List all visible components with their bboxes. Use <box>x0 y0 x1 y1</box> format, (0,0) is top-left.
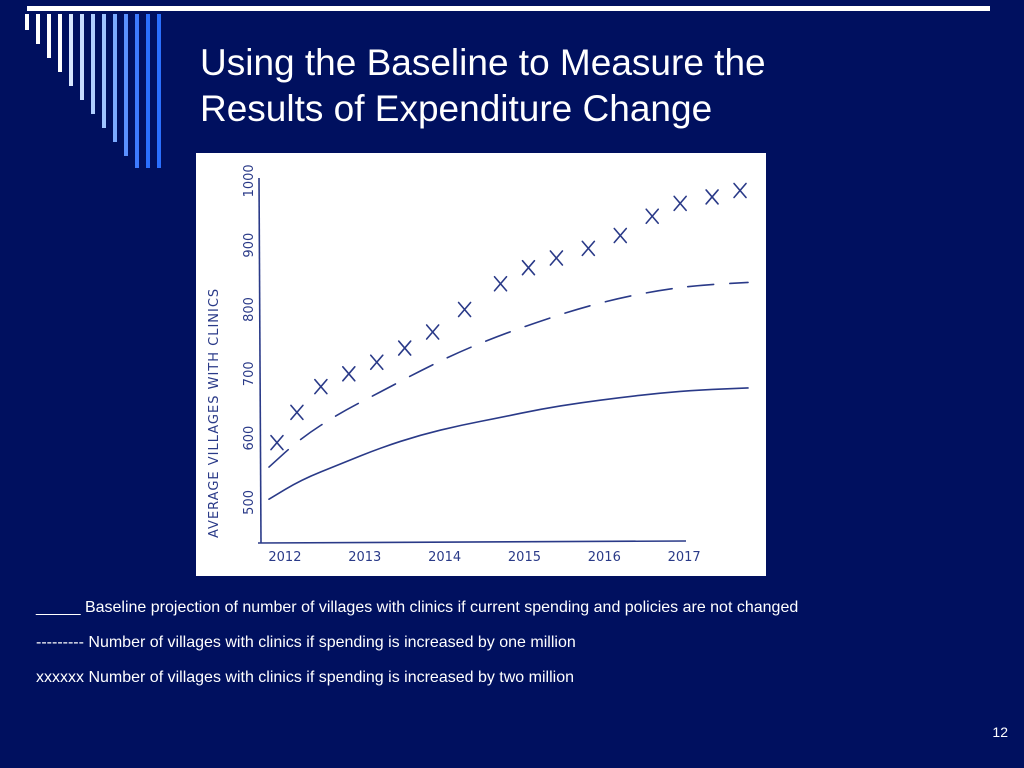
deco-bar <box>25 14 29 30</box>
x-tick-label: 2014 <box>428 550 461 565</box>
x-tick-label: 2013 <box>348 550 381 565</box>
series-two_million-point <box>673 195 687 212</box>
line-chart: AVERAGE VILLAGES WITH CLINICS 500 600 700 8… <box>207 164 749 565</box>
x-marker-stroke <box>397 340 412 356</box>
x-marker-stroke <box>290 404 304 421</box>
y-tick-label: 1000 <box>242 164 257 197</box>
x-tick-labels: 2012 2013 2014 2015 2016 2017 <box>268 550 700 565</box>
y-tick-labels: 500 600 700 800 900 1000 <box>242 164 257 515</box>
series-two_million-point <box>270 434 284 451</box>
series-two_million-point <box>314 378 328 395</box>
x-tick-label: 2015 <box>508 550 541 565</box>
deco-bar <box>135 14 139 168</box>
legend: _____ Baseline projection of number of v… <box>36 596 936 701</box>
x-marker-stroke <box>645 208 660 225</box>
series-two_million-point <box>342 365 356 382</box>
series-two_million-point <box>645 208 660 225</box>
x-marker-stroke <box>613 227 628 244</box>
y-tick-label: 500 <box>242 490 257 515</box>
page-number: 12 <box>992 724 1008 740</box>
series-layer <box>268 182 749 500</box>
deco-bar <box>113 14 117 142</box>
x-marker-stroke <box>733 182 747 199</box>
x-marker-stroke <box>673 195 687 212</box>
y-axis-line <box>258 177 262 544</box>
legend-one-million: --------- Number of villages with clinic… <box>36 634 576 651</box>
x-marker-stroke <box>342 365 356 382</box>
legend-two-million: xxxxxx Number of villages with clinics i… <box>36 669 574 686</box>
x-marker-stroke <box>581 240 596 257</box>
series-two_million-point <box>733 182 747 199</box>
x-marker-stroke <box>549 250 564 266</box>
title-line-1: Using the Baseline to Measure the <box>200 42 766 83</box>
series-two_million-point <box>425 324 440 340</box>
x-marker-stroke <box>270 434 284 451</box>
x-tick-label: 2017 <box>668 550 701 565</box>
series-two_million-point <box>613 227 628 244</box>
deco-bar <box>36 14 40 44</box>
deco-bar <box>124 14 128 156</box>
x-marker-stroke <box>314 378 328 395</box>
series-baseline-line <box>268 387 749 500</box>
deco-bar <box>80 14 84 100</box>
y-tick-label: 800 <box>242 297 257 322</box>
x-tick-label: 2012 <box>268 550 301 565</box>
chart-panel: AVERAGE VILLAGES WITH CLINICS 500 600 700 8… <box>196 153 766 576</box>
series-two_million-point <box>457 301 472 318</box>
deco-bar <box>157 14 161 168</box>
series-two_million-point <box>549 250 564 266</box>
series-one_million-line <box>268 281 749 468</box>
x-marker-stroke <box>521 259 536 276</box>
title-line-2: Results of Expenditure Change <box>200 88 713 129</box>
y-tick-label: 700 <box>242 361 257 386</box>
deco-bar <box>102 14 106 128</box>
series-two_million-point <box>369 354 384 371</box>
deco-bar <box>58 14 62 72</box>
series-two_million-point <box>493 275 508 292</box>
x-marker-stroke <box>705 189 719 205</box>
series-two_million-point <box>397 340 412 356</box>
y-axis-label: AVERAGE VILLAGES WITH CLINICS <box>207 288 222 538</box>
top-rule <box>27 6 990 11</box>
y-tick-label: 900 <box>242 233 257 258</box>
deco-bar <box>69 14 73 86</box>
deco-bar <box>146 14 150 168</box>
legend-baseline: _____ Baseline projection of number of v… <box>36 599 799 616</box>
x-marker-stroke <box>369 354 384 371</box>
x-tick-label: 2016 <box>588 550 621 565</box>
deco-bar <box>47 14 51 58</box>
series-two_million-point <box>705 189 719 205</box>
decorative-bars <box>25 14 161 168</box>
series-two_million-point <box>290 404 304 421</box>
deco-bar <box>91 14 95 114</box>
series-two_million-point <box>521 259 536 276</box>
slide-title: Using the Baseline to Measure the Result… <box>200 40 980 132</box>
y-tick-label: 600 <box>242 426 257 451</box>
series-two_million-point <box>581 240 596 257</box>
x-marker-stroke <box>457 301 472 318</box>
x-axis-line <box>257 540 687 544</box>
x-marker-stroke <box>493 275 508 292</box>
x-marker-stroke <box>425 324 440 340</box>
